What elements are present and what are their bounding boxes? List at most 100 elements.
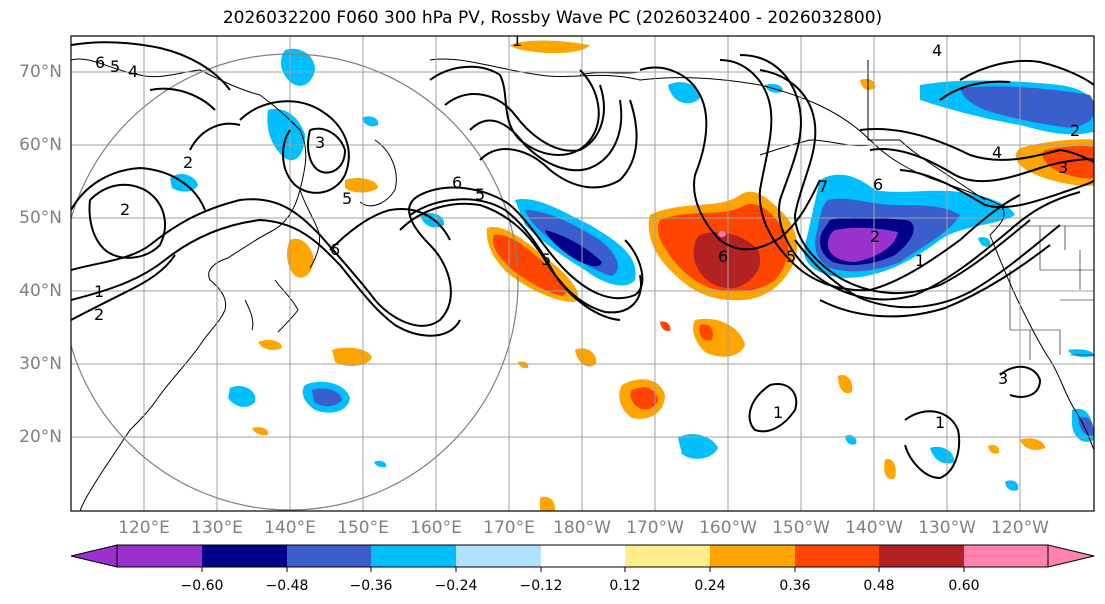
contour-label: 6 <box>873 175 883 194</box>
lon-label: 130°E <box>191 518 243 538</box>
contour-label: 4 <box>932 41 942 60</box>
contour-label: 6 <box>452 173 462 192</box>
coastline <box>79 189 301 511</box>
lat-label-60n: 60°N <box>19 135 62 155</box>
lat-label-50n: 50°N <box>19 208 62 228</box>
negative-anomaly <box>280 48 315 86</box>
contour <box>904 410 960 480</box>
contour <box>71 254 176 321</box>
positive-anomaly <box>540 496 556 511</box>
lat-label-70n: 70°N <box>19 62 62 82</box>
contour-label: 1 <box>512 31 522 50</box>
positive-anomaly <box>286 238 314 278</box>
map-frame <box>70 35 1095 512</box>
coastline <box>274 279 299 333</box>
pv-shading <box>170 40 1094 511</box>
coastline <box>867 60 900 141</box>
colorbar-tick-label: 0.36 <box>779 578 811 594</box>
contour <box>307 127 347 174</box>
contour <box>939 80 1011 101</box>
lon-label: 180°W <box>553 518 611 538</box>
contour-label: 5 <box>342 189 352 208</box>
contour-label: 6 <box>330 240 340 259</box>
contour-label: 6 <box>718 247 728 266</box>
contour <box>149 87 216 111</box>
lat-label-20n: 20°N <box>19 427 62 447</box>
colorbar-tick-label: 0.48 <box>863 578 895 594</box>
negative-anomaly <box>312 388 342 407</box>
contour <box>71 41 231 91</box>
colorbar-segment <box>202 545 287 567</box>
contour-label: 4 <box>128 62 138 81</box>
negative-anomaly <box>930 446 955 464</box>
lon-label: 140°W <box>845 518 903 538</box>
colorbar-segment <box>541 545 625 567</box>
contour <box>88 183 166 259</box>
contour-label: 3 <box>998 369 1008 388</box>
negative-anomaly <box>1068 349 1094 357</box>
lon-label: 160°E <box>410 518 462 538</box>
contour-label: 5 <box>786 247 796 266</box>
negative-anomaly <box>545 230 602 267</box>
colorbar-tick-label: −0.48 <box>265 578 309 594</box>
negative-anomaly <box>828 227 898 262</box>
contour <box>869 148 1094 183</box>
contour <box>759 69 1031 294</box>
contour-label: 1 <box>94 282 104 301</box>
contour <box>748 383 798 433</box>
contour <box>189 122 241 151</box>
contour <box>469 99 623 172</box>
contour <box>444 84 605 152</box>
contour-labels: 6 5 4 1 2 2 3 2 5 6 5 6 5 6 7 6 5 4 3 2 … <box>94 31 1080 432</box>
colorbar-segment <box>879 545 964 567</box>
contour-label: 2 <box>1070 121 1080 140</box>
positive-anomaly <box>1042 145 1094 179</box>
colorbar-under-arrow <box>70 544 118 568</box>
negative-anomaly <box>267 108 305 161</box>
lat-label-40n: 40°N <box>19 281 62 301</box>
contour <box>819 244 1051 318</box>
positive-anomaly <box>1020 438 1045 450</box>
negative-anomaly <box>362 116 379 127</box>
colorbar-tick-label: −0.24 <box>434 578 478 594</box>
contour <box>899 169 1094 209</box>
gridlines <box>71 36 1094 511</box>
contour-label: 2 <box>120 200 130 219</box>
pv-contours <box>71 41 1094 480</box>
contour-label: 6 <box>95 53 105 72</box>
contour-label: 3 <box>1058 158 1068 177</box>
coastline <box>359 139 397 207</box>
colorbar-tick-label: 0.24 <box>694 578 726 594</box>
contour-label: 3 <box>315 133 325 152</box>
positive-anomaly <box>575 348 597 367</box>
contour-label: 5 <box>475 185 485 204</box>
colorbar-tick-label: −0.12 <box>519 578 563 594</box>
contour <box>409 198 621 321</box>
colorbar-segment <box>287 545 371 567</box>
colorbar-tick-label: 0.12 <box>609 578 641 594</box>
coastline <box>244 299 254 331</box>
contour-label: 2 <box>183 153 193 172</box>
contour-label: 1 <box>773 403 783 422</box>
colorbar-segment <box>371 545 456 567</box>
lon-label: 160°W <box>699 518 757 538</box>
positive-anomaly <box>718 231 726 237</box>
border <box>1029 330 1094 360</box>
lon-label: 150°E <box>337 518 389 538</box>
negative-anomaly <box>668 82 700 104</box>
coastline <box>299 189 321 269</box>
lon-label: 130°W <box>918 518 976 538</box>
positive-anomaly <box>258 340 282 350</box>
contour <box>959 59 1094 86</box>
contour-label: 1 <box>915 251 925 270</box>
coastline <box>429 58 1005 236</box>
positive-anomaly <box>838 374 853 394</box>
positive-anomaly <box>252 427 269 436</box>
positive-anomaly <box>332 347 372 367</box>
colorbar-segment <box>625 545 710 567</box>
contour <box>71 186 644 327</box>
border <box>1009 270 1094 331</box>
coastline <box>899 139 986 201</box>
negative-anomaly <box>374 460 387 468</box>
